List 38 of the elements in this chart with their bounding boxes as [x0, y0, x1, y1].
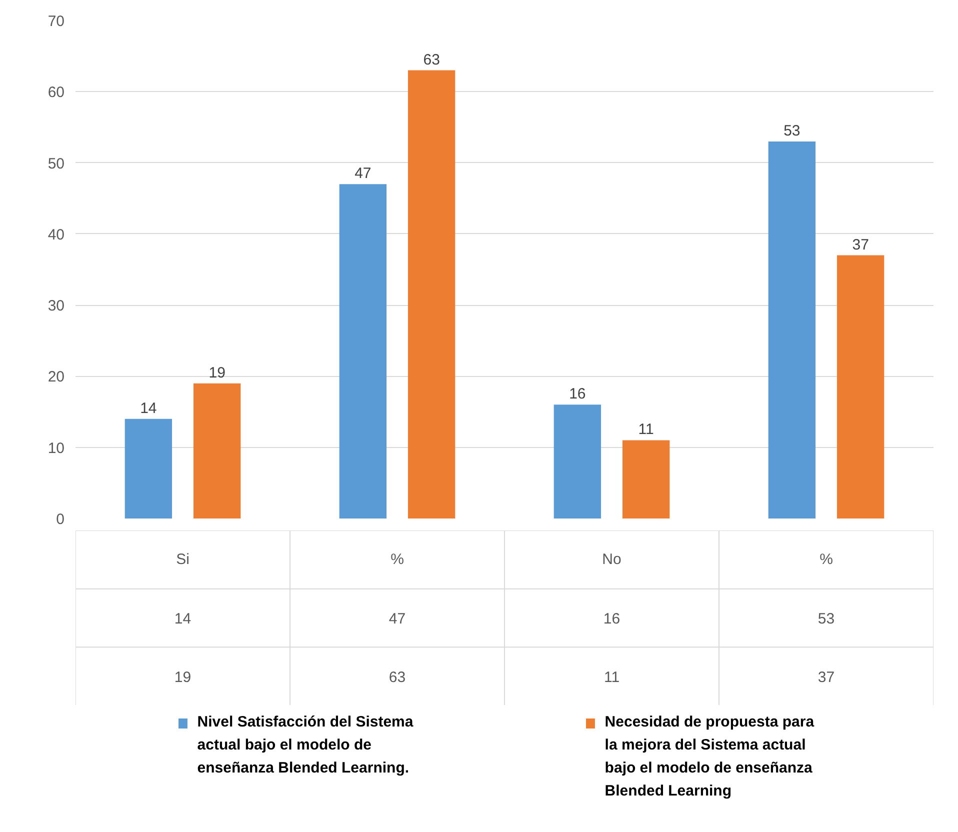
bar [554, 404, 602, 518]
text: 16 [569, 386, 586, 403]
y-tick-label: 50 [48, 155, 65, 172]
text: 11 [638, 421, 654, 438]
x-tick-label: % [390, 551, 404, 568]
text: 19 [208, 364, 226, 382]
bar [836, 255, 884, 518]
x-tick-label: % [820, 551, 833, 568]
bar [193, 383, 241, 518]
data-label: 16 [603, 610, 620, 628]
data-label: 53 [818, 610, 835, 628]
legend-label: Nivel Satisfacción del Sistema actual bajo el modelo de enseñanza Blended Learning. [197, 714, 414, 776]
text: 63 [423, 51, 440, 68]
data-label: 19 [174, 668, 192, 686]
x-tick-label: No [602, 551, 622, 568]
text: 37 [852, 236, 869, 254]
data-label: 11 [604, 668, 620, 686]
bar [339, 184, 387, 518]
bar [622, 440, 670, 518]
legend-label: Necesidad de propuesta para la mejora del Sistema actual bajo el modelo de enseñanza Blended Learning [604, 714, 815, 800]
y-tick-label: 0 [56, 511, 64, 528]
y-tick-label: 70 [48, 13, 65, 30]
bar [768, 141, 816, 518]
bar [124, 418, 172, 518]
y-tick-label: 20 [48, 368, 65, 386]
text: 53 [784, 122, 800, 140]
data-label: 14 [174, 610, 192, 628]
y-tick-label: 40 [48, 226, 65, 244]
data-label: 37 [818, 668, 835, 686]
text: 47 [354, 165, 372, 182]
text: 14 [140, 400, 157, 417]
y-tick-label: 10 [48, 440, 65, 457]
data-label: 63 [388, 668, 406, 686]
y-tick-label: 60 [48, 84, 65, 102]
x-tick-label: Si [176, 551, 190, 568]
data-label: 47 [388, 610, 406, 628]
bar [408, 70, 456, 518]
y-tick-label: 30 [48, 298, 65, 315]
